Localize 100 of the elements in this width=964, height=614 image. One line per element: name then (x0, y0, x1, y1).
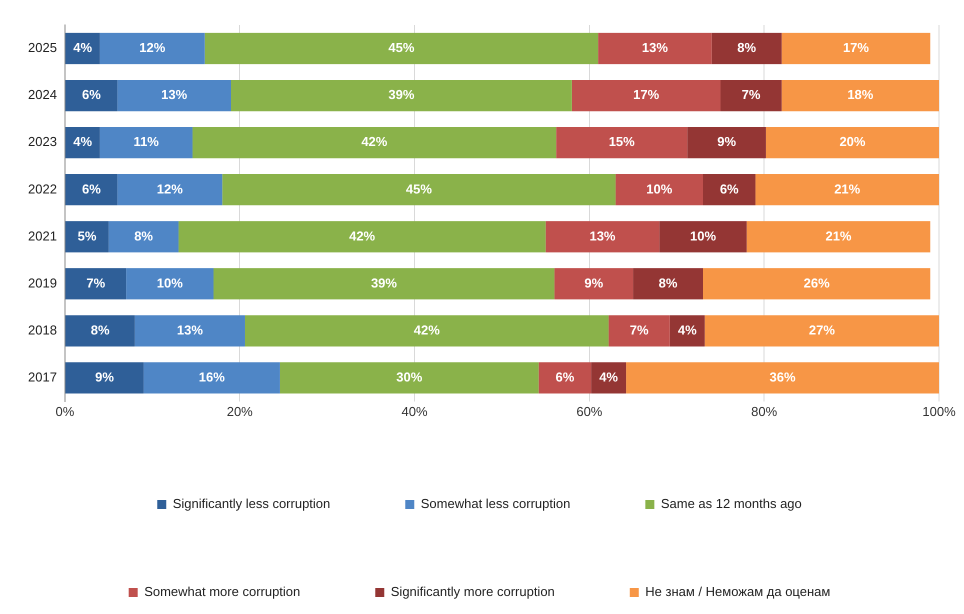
data-label: 8% (90, 322, 110, 338)
data-label: 13% (176, 322, 204, 338)
bar (222, 174, 616, 206)
bar (712, 32, 782, 64)
legend-label: Significantly less corruption (172, 496, 330, 512)
bar (538, 362, 592, 394)
data-label: 36% (770, 369, 796, 384)
data-label: 9% (584, 275, 604, 290)
data-label: 8% (737, 40, 757, 56)
bar (117, 80, 231, 112)
bar (782, 32, 930, 64)
data-label: 15% (608, 134, 636, 150)
y-tick-label: 2018 (28, 322, 57, 338)
bar (144, 362, 280, 394)
bar (633, 268, 703, 300)
data-label: 18% (847, 87, 874, 102)
y-tick-label: 2023 (28, 134, 57, 150)
data-label: 12% (139, 40, 166, 56)
data-label: 10% (690, 228, 716, 244)
bar (134, 315, 245, 346)
data-label: 7% (630, 322, 650, 338)
bar (616, 174, 703, 206)
data-label: 12% (156, 181, 184, 196)
bar (65, 80, 118, 112)
bar (244, 315, 609, 346)
bar (65, 174, 118, 206)
y-tick-label: 2017 (28, 369, 57, 384)
data-label: 39% (370, 275, 398, 290)
data-label: 27% (808, 322, 836, 338)
bar (100, 32, 205, 64)
bar (117, 174, 222, 206)
bar (546, 221, 660, 252)
legend-label: Significantly more corruption (390, 584, 555, 600)
data-label: 13% (589, 228, 616, 244)
data-label: 7% (742, 87, 761, 102)
bar (65, 32, 100, 64)
data-label: 30% (396, 369, 423, 384)
data-label: 6% (82, 181, 102, 196)
legend-label: Не знам / Неможам да оценам (645, 584, 830, 600)
data-label: 16% (198, 369, 226, 384)
data-label: 42% (414, 322, 440, 338)
bar (204, 32, 598, 64)
x-tick-label: 80% (751, 404, 778, 419)
legend-label: Somewhat less corruption (420, 496, 570, 512)
data-label: 39% (388, 87, 415, 102)
bar (230, 80, 572, 112)
bar (704, 315, 939, 346)
data-label: 6% (82, 87, 102, 102)
data-label: 6% (720, 181, 740, 196)
data-label: 4% (73, 40, 92, 56)
data-label: 21% (834, 181, 861, 196)
bar (556, 127, 688, 158)
legend-label: Same as 12 months ago (660, 496, 802, 512)
y-tick-label: 2021 (28, 228, 57, 244)
data-label: 8% (134, 228, 154, 244)
bar (572, 80, 720, 112)
bar (108, 221, 179, 252)
data-label: 13% (161, 87, 188, 102)
bar (280, 362, 539, 394)
bar (755, 174, 939, 206)
data-label: 10% (646, 181, 673, 196)
data-label: 45% (406, 181, 432, 196)
bar (65, 315, 135, 346)
bar (659, 221, 747, 252)
bar (703, 174, 756, 206)
bar (782, 80, 939, 112)
bar (598, 32, 712, 64)
data-label: 4% (73, 134, 92, 150)
x-tick-label: 100% (922, 404, 956, 419)
data-label: 9% (717, 134, 736, 150)
bar (720, 80, 782, 112)
y-tick-label: 2022 (28, 181, 57, 196)
bar (670, 315, 705, 346)
data-label: 9% (95, 369, 114, 384)
data-label: 11% (134, 134, 160, 150)
data-label: 42% (349, 228, 376, 244)
data-label: 7% (86, 275, 106, 290)
y-tick-label: 2024 (28, 87, 57, 102)
data-label: 45% (388, 40, 415, 56)
x-tick-label: 20% (226, 404, 254, 419)
y-tick-label: 2025 (28, 40, 57, 56)
bar (65, 221, 109, 252)
bar (703, 268, 930, 300)
bar (65, 268, 126, 300)
data-label: 5% (78, 228, 97, 244)
bar (178, 221, 546, 252)
x-tick-label: 60% (576, 404, 603, 419)
data-label: 4% (678, 322, 698, 338)
data-label: 6% (555, 369, 575, 384)
data-label: 8% (658, 275, 678, 290)
bar (126, 268, 214, 300)
x-tick-label: 0% (56, 404, 75, 419)
y-tick-label: 2019 (28, 275, 57, 290)
data-label: 17% (842, 40, 870, 56)
bar (687, 127, 766, 158)
bar (626, 362, 939, 394)
x-tick-label: 40% (402, 404, 428, 419)
data-label: 20% (839, 134, 866, 150)
bar (100, 127, 193, 158)
bar (608, 315, 670, 346)
